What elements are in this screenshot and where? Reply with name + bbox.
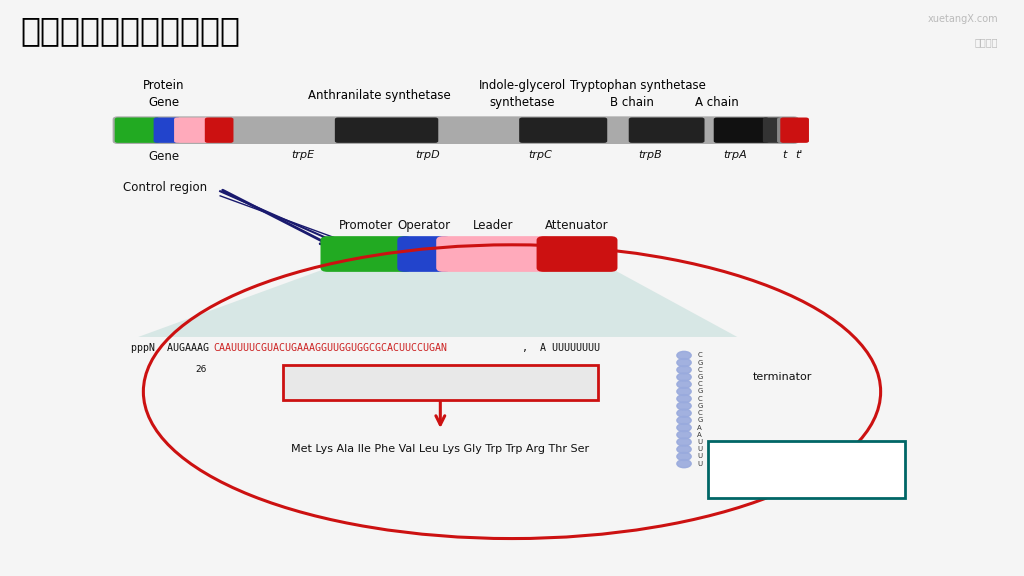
Text: C: C — [697, 410, 702, 416]
FancyBboxPatch shape — [763, 118, 781, 143]
FancyBboxPatch shape — [780, 118, 809, 143]
Circle shape — [677, 452, 691, 460]
Text: G: G — [697, 374, 702, 380]
Text: t': t' — [795, 150, 803, 160]
Text: ,  A UUUUUUUU: , A UUUUUUUU — [522, 343, 600, 354]
FancyBboxPatch shape — [115, 118, 160, 143]
FancyBboxPatch shape — [283, 365, 598, 400]
Text: Met Lys Ala Ile Phe Val Leu Lys Gly Trp Trp Arg Thr Ser: Met Lys Ala Ile Phe Val Leu Lys Gly Trp … — [291, 444, 590, 454]
Circle shape — [677, 431, 691, 439]
Text: trpC: trpC — [528, 150, 553, 160]
Text: C: C — [697, 367, 702, 373]
Text: Attenuator: Attenuator — [545, 218, 609, 232]
FancyBboxPatch shape — [397, 236, 451, 272]
Text: A chain: A chain — [695, 96, 738, 109]
Text: C: C — [697, 381, 702, 387]
Circle shape — [677, 373, 691, 381]
Circle shape — [677, 366, 691, 374]
Circle shape — [677, 380, 691, 388]
Text: B chain: B chain — [610, 96, 653, 109]
Text: Leader peptide: Leader peptide — [378, 375, 503, 390]
FancyBboxPatch shape — [777, 118, 797, 143]
Circle shape — [677, 351, 691, 359]
FancyBboxPatch shape — [537, 236, 617, 272]
FancyBboxPatch shape — [205, 118, 233, 143]
Text: Gene: Gene — [148, 96, 179, 109]
Text: G: G — [697, 418, 702, 423]
Text: trpA: trpA — [723, 150, 748, 160]
FancyBboxPatch shape — [519, 118, 607, 143]
Text: pppN  AUGAAAG: pppN AUGAAAG — [131, 343, 209, 354]
Text: CAAUUUUCGUACUGAAAGGUUGGUGGCGCACUUCCUGAN: CAAUUUUCGUACUGAAAGGUUGGUGGCGCACUUCCUGAN — [213, 343, 447, 354]
FancyBboxPatch shape — [113, 116, 799, 144]
Text: G: G — [697, 388, 702, 395]
FancyBboxPatch shape — [629, 118, 705, 143]
Text: C: C — [697, 396, 702, 401]
Circle shape — [677, 423, 691, 431]
Polygon shape — [138, 268, 737, 337]
Circle shape — [677, 402, 691, 410]
Text: Protein: Protein — [143, 78, 184, 92]
FancyBboxPatch shape — [714, 118, 769, 143]
Circle shape — [677, 445, 691, 453]
Text: U: U — [697, 446, 702, 452]
Circle shape — [677, 416, 691, 425]
FancyBboxPatch shape — [436, 236, 551, 272]
Text: Operator: Operator — [397, 218, 451, 232]
Text: C: C — [697, 353, 702, 358]
Text: G: G — [697, 359, 702, 366]
Circle shape — [677, 438, 691, 446]
Text: Leader: Leader — [473, 218, 514, 232]
Circle shape — [677, 359, 691, 367]
Text: Gene: Gene — [148, 150, 179, 163]
Text: t: t — [782, 150, 786, 160]
Circle shape — [677, 460, 691, 468]
Circle shape — [677, 388, 691, 396]
Text: Indole-glycerol: Indole-glycerol — [478, 78, 566, 92]
Text: Promoter: Promoter — [339, 218, 393, 232]
Text: Tryptophan synthetase: Tryptophan synthetase — [570, 78, 706, 92]
Text: A: A — [697, 432, 702, 438]
Text: trpD: trpD — [416, 150, 440, 160]
Text: synthetase: synthetase — [489, 96, 555, 109]
Circle shape — [677, 409, 691, 417]
Text: U-rich single strand: U-rich single strand — [752, 476, 861, 486]
FancyBboxPatch shape — [321, 236, 412, 272]
Text: Anthranilate synthetase: Anthranilate synthetase — [307, 89, 451, 102]
FancyBboxPatch shape — [174, 118, 211, 143]
Text: U: U — [697, 453, 702, 460]
Text: G-C-rich hairpin/: G-C-rich hairpin/ — [761, 457, 852, 467]
FancyBboxPatch shape — [335, 118, 438, 143]
FancyBboxPatch shape — [154, 118, 180, 143]
Text: 色氨酸操纵子的弱化机制: 色氨酸操纵子的弱化机制 — [20, 14, 241, 47]
Text: G: G — [697, 403, 702, 409]
Text: xuetangX.com: xuetangX.com — [928, 14, 998, 24]
Text: Control region: Control region — [123, 181, 207, 195]
Text: trpE: trpE — [292, 150, 314, 160]
Text: A: A — [697, 425, 702, 431]
Text: 学堂在线: 学堂在线 — [975, 37, 998, 47]
Text: 26: 26 — [195, 365, 207, 374]
Text: U: U — [697, 461, 702, 467]
Circle shape — [677, 395, 691, 403]
Text: U: U — [697, 439, 702, 445]
Text: trpB: trpB — [638, 150, 663, 160]
FancyBboxPatch shape — [777, 118, 797, 143]
Text: terminator: terminator — [753, 372, 812, 382]
Text: 43: 43 — [516, 365, 527, 374]
FancyBboxPatch shape — [708, 441, 905, 498]
